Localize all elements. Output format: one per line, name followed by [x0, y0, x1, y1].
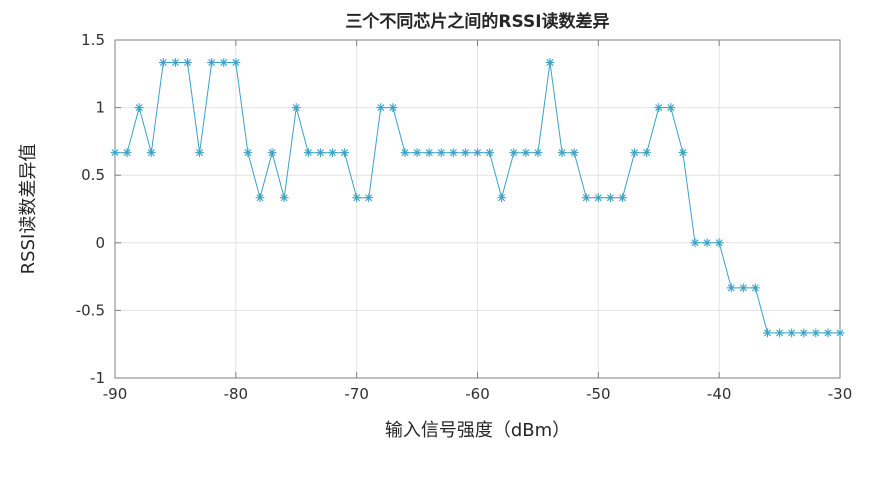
- data-marker: [726, 283, 736, 293]
- data-marker: [316, 148, 325, 158]
- x-tick-label: -50: [586, 385, 611, 403]
- data-marker: [521, 148, 531, 158]
- data-marker: [654, 103, 664, 112]
- data-marker: [340, 148, 349, 158]
- data-marker: [606, 193, 615, 203]
- data-marker: [799, 328, 809, 338]
- data-marker: [291, 103, 301, 112]
- data-marker: [255, 193, 265, 203]
- data-marker: [376, 103, 386, 112]
- data-marker: [183, 58, 192, 67]
- data-marker: [134, 103, 144, 112]
- data-marker: [352, 193, 362, 203]
- data-marker: [303, 148, 313, 158]
- data-marker: [267, 148, 277, 158]
- data-marker: [195, 148, 204, 158]
- y-tick-label: 0.5: [81, 166, 105, 184]
- data-marker: [509, 148, 519, 158]
- data-marker: [231, 58, 241, 67]
- data-marker: [581, 193, 591, 203]
- y-tick-label: -1: [90, 369, 105, 387]
- data-marker: [207, 58, 217, 67]
- x-tick-label: -60: [465, 385, 490, 403]
- data-marker: [811, 328, 821, 338]
- data-marker: [787, 328, 797, 338]
- data-marker: [424, 148, 434, 158]
- x-tick-label: -90: [103, 385, 128, 403]
- data-marker: [473, 148, 482, 158]
- data-marker: [690, 238, 700, 248]
- data-marker: [618, 193, 627, 203]
- data-marker: [823, 328, 833, 338]
- x-tick-label: -40: [707, 385, 732, 403]
- data-marker: [364, 193, 374, 203]
- data-marker: [593, 193, 603, 203]
- x-axis-label: 输入信号强度（dBm）: [384, 420, 571, 441]
- data-marker: [775, 328, 784, 338]
- data-marker: [243, 148, 253, 158]
- data-marker: [497, 193, 507, 203]
- y-tick-label: 1.5: [81, 31, 105, 49]
- data-marker: [122, 148, 132, 158]
- y-tick-label: 0: [95, 234, 105, 252]
- y-tick-label: -0.5: [76, 301, 105, 319]
- data-marker: [279, 193, 289, 203]
- data-marker: [158, 58, 168, 67]
- data-marker: [545, 58, 555, 67]
- data-marker: [714, 238, 724, 248]
- data-marker: [763, 328, 772, 338]
- x-tick-label: -70: [344, 385, 369, 403]
- data-marker: [751, 283, 760, 293]
- y-tick-label: 1: [95, 99, 105, 117]
- data-marker: [110, 148, 120, 158]
- data-marker: [400, 148, 410, 158]
- data-marker: [557, 148, 567, 158]
- chart-title: 三个不同芯片之间的RSSI读数差异: [345, 12, 610, 32]
- data-marker: [569, 148, 579, 158]
- data-marker: [630, 148, 639, 158]
- data-marker: [328, 148, 337, 158]
- data-marker: [702, 238, 712, 248]
- data-marker: [678, 148, 688, 158]
- data-marker: [835, 328, 845, 338]
- x-tick-label: -30: [828, 385, 853, 403]
- data-marker: [436, 148, 446, 158]
- data-marker: [388, 103, 398, 112]
- data-marker: [666, 103, 676, 112]
- x-tick-label: -80: [224, 385, 249, 403]
- data-marker: [448, 148, 458, 158]
- data-marker: [533, 148, 543, 158]
- data-marker: [738, 283, 748, 293]
- data-marker: [642, 148, 652, 158]
- data-marker: [412, 148, 422, 158]
- data-marker: [171, 58, 180, 67]
- data-marker: [146, 148, 156, 158]
- data-marker: [219, 58, 229, 67]
- data-marker: [485, 148, 494, 158]
- data-marker: [461, 148, 470, 158]
